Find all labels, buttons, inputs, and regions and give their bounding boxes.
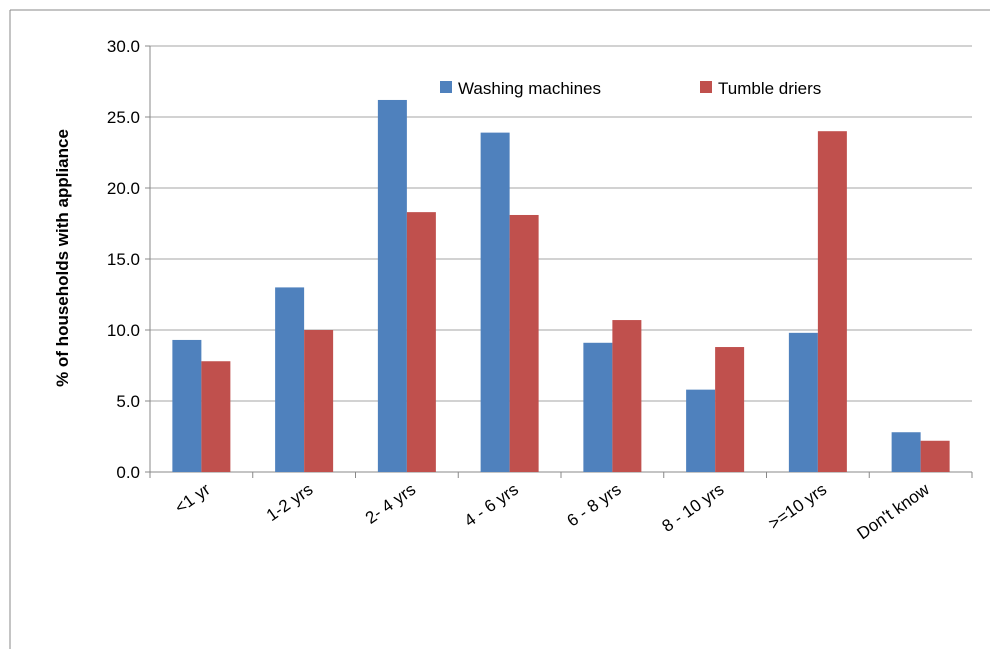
x-tick-label: 1-2 yrs bbox=[263, 480, 316, 525]
bar bbox=[377, 99, 407, 473]
x-tick-label: 8 - 10 yrs bbox=[658, 480, 727, 536]
y-tick-label: 30.0 bbox=[107, 37, 140, 56]
bar bbox=[817, 131, 847, 472]
bar bbox=[201, 361, 231, 472]
y-tick-label: 5.0 bbox=[116, 392, 140, 411]
y-tick-label: 0.0 bbox=[116, 463, 140, 482]
bar bbox=[172, 339, 202, 472]
x-tick-label: 4 - 6 yrs bbox=[461, 480, 522, 531]
bar bbox=[715, 347, 745, 472]
bar bbox=[406, 212, 436, 472]
bar bbox=[275, 287, 305, 472]
bar bbox=[612, 320, 642, 472]
legend-swatch bbox=[440, 81, 452, 93]
bar bbox=[304, 330, 334, 472]
bar bbox=[920, 440, 950, 472]
y-axis-label: % of households with appliance bbox=[53, 129, 72, 387]
y-tick-label: 15.0 bbox=[107, 250, 140, 269]
legend-swatch bbox=[700, 81, 712, 93]
y-tick-label: 20.0 bbox=[107, 179, 140, 198]
y-tick-label: 10.0 bbox=[107, 321, 140, 340]
x-tick-label: 2- 4 yrs bbox=[362, 480, 419, 528]
x-tick-label: >=10 yrs bbox=[765, 480, 830, 534]
bar bbox=[891, 432, 921, 472]
bar bbox=[686, 389, 716, 472]
bar bbox=[509, 214, 539, 473]
x-tick-label: 6 - 8 yrs bbox=[563, 480, 624, 531]
legend-label: Tumble driers bbox=[718, 79, 821, 98]
bar bbox=[480, 132, 510, 472]
x-tick-label: Don't know bbox=[854, 479, 934, 543]
legend-label: Washing machines bbox=[458, 79, 601, 98]
y-tick-label: 25.0 bbox=[107, 108, 140, 127]
x-tick-label: <1 yr bbox=[171, 480, 214, 518]
bar bbox=[583, 342, 613, 472]
bar bbox=[788, 332, 818, 472]
